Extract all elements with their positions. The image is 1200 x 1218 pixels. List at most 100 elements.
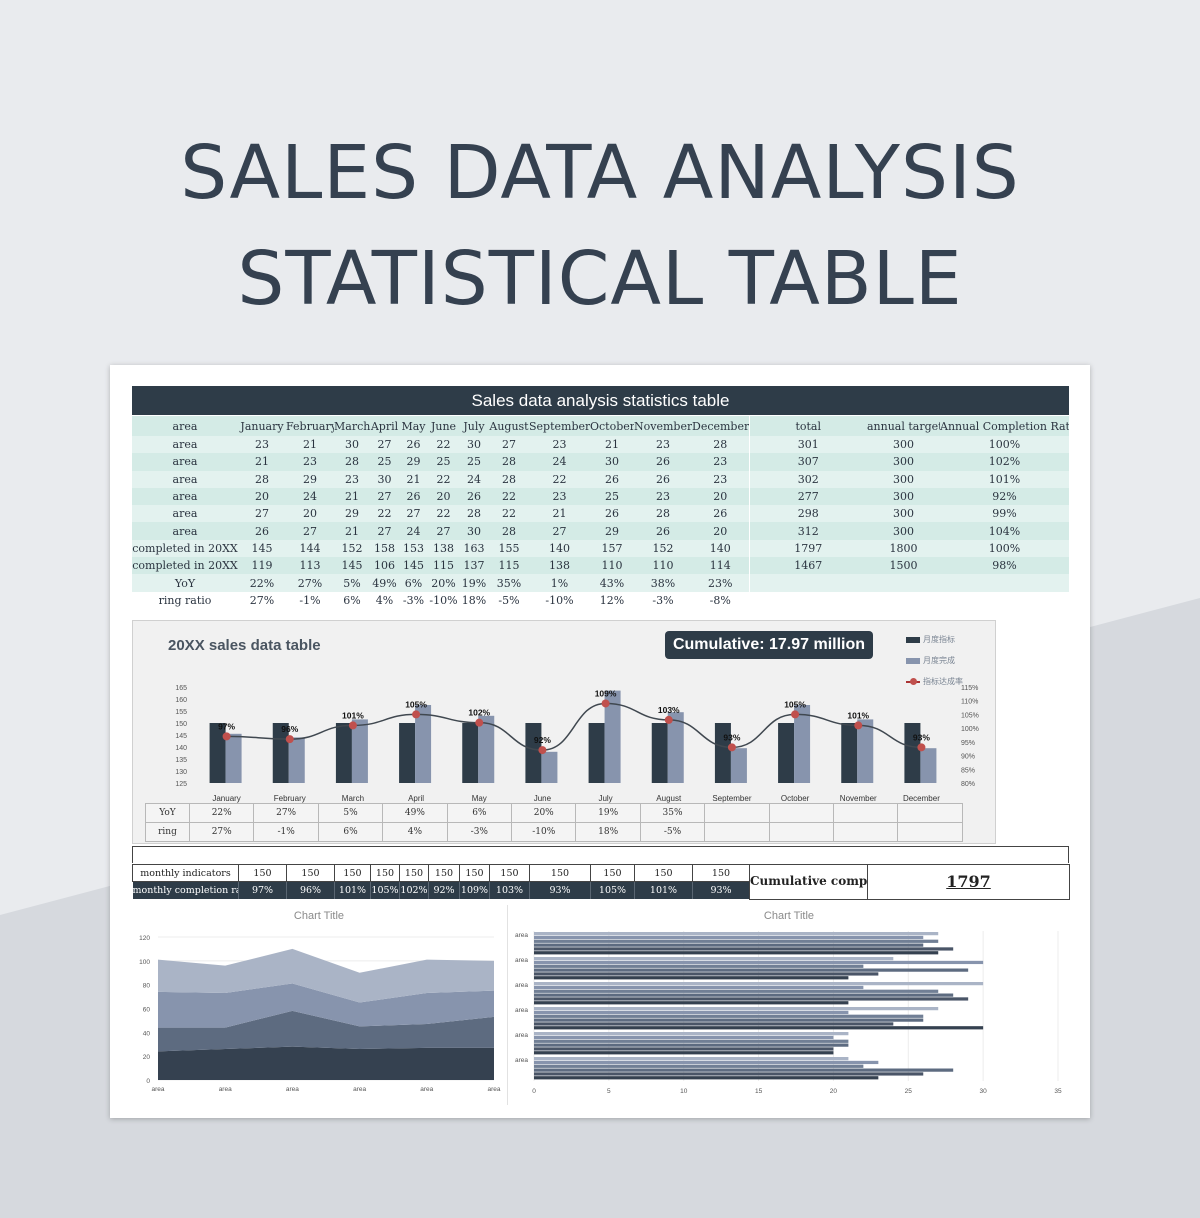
- table-row: ring ratio 27% -1% 6% 4% -3% -10% 18% -5% -10% 12%…: [132, 591, 1069, 609]
- rate-label: 102%: [468, 708, 490, 718]
- heading-line-2: STATISTICAL TABLE: [237, 236, 963, 322]
- table-cell: 1800: [867, 539, 940, 558]
- sub-table-row: YoY 22% 27% 5% 49% 6% 20% 19% 35%: [145, 803, 963, 823]
- table-cell: 102%: [940, 453, 1069, 471]
- completion-bar: [288, 737, 305, 783]
- table-cell: 23: [634, 436, 692, 454]
- sub-cell: -10%: [511, 822, 577, 842]
- table-cell: -8%: [692, 591, 749, 609]
- indicator-cell: 150: [489, 864, 530, 882]
- table-cell: 21: [529, 505, 590, 523]
- hbar: [534, 968, 969, 972]
- table-cell: 26: [634, 453, 692, 471]
- table-cell: 19%: [459, 574, 489, 592]
- column-header: September: [529, 416, 590, 436]
- column-header: December: [692, 416, 749, 436]
- table-cell: 23: [634, 487, 692, 506]
- rate-label: 105%: [405, 699, 427, 709]
- sub-cell: 4%: [382, 822, 448, 842]
- rate-marker: [601, 699, 610, 708]
- y-tick-label: area: [515, 982, 528, 989]
- area-chart: 0 20 40 60 80 100 120 area area area area area area: [139, 935, 501, 1093]
- row-label: ring ratio: [132, 591, 238, 609]
- sub-row-label: YoY: [145, 803, 190, 823]
- table-row: area 27 20 29 22 27 22 28 22 21 26 28 26 298 300 99%: [132, 505, 1069, 523]
- column-header: June: [428, 416, 459, 436]
- completion-bar: [225, 733, 242, 783]
- table-cell: 29: [590, 522, 634, 540]
- table-cell: 29: [399, 453, 428, 471]
- table-cell: 138: [428, 539, 459, 558]
- rate-label: 92%: [534, 735, 551, 745]
- table-cell: 22: [428, 470, 459, 488]
- table-cell: 26: [238, 522, 286, 540]
- hbar: [534, 1035, 834, 1040]
- table-cell: [867, 591, 940, 609]
- hbar: [534, 951, 939, 955]
- row-label: area: [132, 453, 238, 471]
- table-cell: 21: [286, 436, 334, 454]
- table-cell: 27: [370, 436, 399, 454]
- combo-chart: 165 160 155 150 145 140 135 130 125 115% 110% 105% 1…: [175, 685, 979, 803]
- legend-label: 月度指标: [923, 635, 955, 644]
- sub-cell: 6%: [446, 803, 513, 823]
- table-cell: 27: [428, 522, 459, 540]
- area-series: [158, 948, 494, 1003]
- column-header: May: [399, 416, 428, 436]
- table-cell: 5%: [334, 574, 370, 592]
- rate-line: [226, 702, 922, 751]
- x-tick-label: May: [472, 794, 487, 803]
- cumulative-label: Cumulative completed: [749, 864, 868, 900]
- hbar: [534, 957, 894, 961]
- table-cell: 27: [238, 505, 286, 523]
- table-cell: 20%: [428, 574, 459, 592]
- x-tick-label: 20: [830, 1088, 838, 1095]
- table-cell: 30: [459, 522, 489, 540]
- y-tick-label: 80: [143, 983, 151, 990]
- x-tick-label: November: [840, 794, 877, 803]
- indicator-cell: 97%: [238, 881, 287, 899]
- hbar: [534, 1072, 924, 1076]
- x-tick-label: 10: [680, 1088, 688, 1095]
- table-cell: 26: [399, 436, 428, 454]
- y-tick-label: 120: [139, 935, 150, 942]
- rate-marker: [727, 743, 736, 752]
- table-cell: 300: [867, 487, 940, 506]
- table-cell: 25: [590, 487, 634, 506]
- indicator-bar: [588, 723, 605, 783]
- table-cell: 137: [459, 557, 489, 575]
- table-cell: 144: [286, 539, 334, 558]
- table-cell: 27: [529, 522, 590, 540]
- table-cell: 1797: [748, 539, 867, 558]
- table-cell: -10%: [428, 591, 459, 609]
- hbar: [534, 935, 924, 940]
- indicator-cell: 150: [399, 864, 429, 882]
- table-cell: 21: [590, 436, 634, 454]
- completion-bar: [478, 715, 495, 783]
- y-tick-label: 160: [175, 697, 187, 704]
- x-tick-label: 5: [607, 1088, 611, 1095]
- legend-label: 月度完成: [923, 656, 955, 665]
- table-cell: 30: [334, 436, 370, 454]
- table-cell: 100%: [940, 436, 1069, 454]
- hbar: [534, 1010, 849, 1015]
- completion-rate-row: monthly completion rate97%96%101%105%102…: [132, 881, 1070, 899]
- table-cell: 145: [238, 539, 286, 558]
- sub-cell: [833, 822, 899, 842]
- table-cell: 20: [238, 487, 286, 506]
- hbar: [534, 960, 984, 965]
- statistics-table: area January February March April May June July…: [132, 416, 1069, 609]
- column-header: February: [286, 416, 334, 436]
- table-cell: 27: [399, 505, 428, 523]
- table-cell: 140: [529, 539, 590, 558]
- table-cell: 114: [692, 557, 749, 575]
- sub-cell: 18%: [575, 822, 641, 842]
- table-cell: 99%: [940, 505, 1069, 523]
- indicator-cell: 150: [238, 864, 287, 882]
- column-header: area: [132, 416, 238, 436]
- table-cell: 20: [692, 522, 749, 540]
- rate-label: 103%: [658, 705, 680, 715]
- table-cell: 1500: [867, 557, 940, 575]
- column-header: annual target: [867, 416, 940, 436]
- table-cell: 100%: [940, 539, 1069, 558]
